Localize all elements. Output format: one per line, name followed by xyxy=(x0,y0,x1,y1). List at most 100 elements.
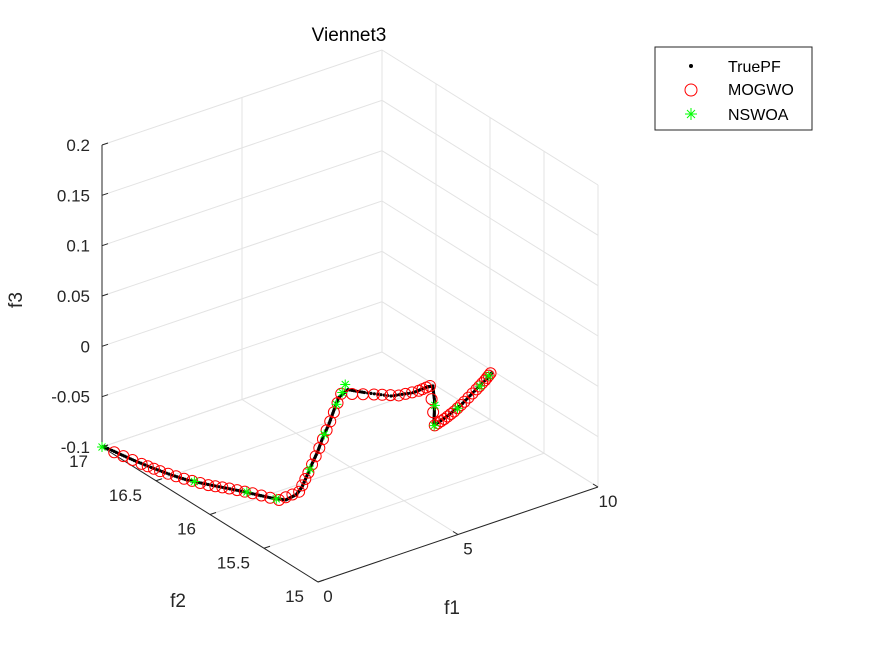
nswoa-stroke xyxy=(272,494,281,503)
nswoa-stroke xyxy=(190,477,199,486)
nswoa-point xyxy=(340,379,351,390)
mogwo-point xyxy=(466,387,479,400)
mogwo-point xyxy=(392,389,405,402)
x-tick-label: 5 xyxy=(463,540,472,559)
legend-box xyxy=(654,46,813,131)
z-tick-mark xyxy=(101,142,109,146)
y-tick-mark xyxy=(155,478,163,482)
mogwo-point xyxy=(279,491,292,504)
z-tick-label: 0.2 xyxy=(66,136,90,155)
z-tick-mark xyxy=(101,243,109,247)
y-tick-mark xyxy=(209,512,217,515)
z-tick-mark xyxy=(101,394,109,398)
series-nswoa xyxy=(97,370,494,504)
nswoa-point xyxy=(429,400,440,411)
x-axis-label: f1 xyxy=(444,598,460,619)
nswoa-stroke xyxy=(332,400,341,409)
grid-line xyxy=(101,49,383,146)
grid-line xyxy=(155,385,437,482)
nswoa-stroke xyxy=(430,401,439,410)
legend-label-truepf: TruePF xyxy=(728,59,781,76)
legend-marker-nswoa-d xyxy=(686,109,696,119)
z-tick-mark xyxy=(101,293,109,297)
grid-line xyxy=(381,150,599,287)
z-tick-label: 0.1 xyxy=(66,237,90,256)
truepf-point xyxy=(400,392,404,396)
mogwo-point xyxy=(376,388,389,401)
mogwo-point xyxy=(178,472,191,485)
x-tick-labels: 0 5 10 xyxy=(323,492,617,606)
mogwo-point xyxy=(451,402,464,415)
grid-line xyxy=(381,49,599,186)
y-tick-label: 15.5 xyxy=(217,553,250,572)
nswoa-point xyxy=(474,381,485,392)
legend-marker-mogwo xyxy=(684,83,698,97)
nswoa-point xyxy=(241,487,252,498)
mogwo-point xyxy=(299,472,312,485)
mogwo-point xyxy=(313,442,326,455)
nswoa-stroke xyxy=(484,372,493,380)
grid-line xyxy=(101,150,383,247)
mogwo-point xyxy=(384,389,397,402)
y-axis-label: f2 xyxy=(170,591,186,612)
truepf-point xyxy=(362,390,366,395)
y-tick-label: 17 xyxy=(69,452,88,471)
nswoa-stroke xyxy=(242,488,251,496)
mogwo-point xyxy=(141,460,154,473)
nswoa-point xyxy=(452,403,463,414)
mogwo-point xyxy=(309,450,322,463)
nswoa-point xyxy=(483,370,494,381)
y-tick-label: 16.5 xyxy=(109,486,142,505)
mogwo-point xyxy=(162,467,175,480)
chart-title: Viennet3 xyxy=(312,25,387,46)
x-tick-mark xyxy=(592,483,599,488)
y-tick-label: 15 xyxy=(285,587,304,606)
z-tick-label: 0 xyxy=(81,337,90,356)
mogwo-point xyxy=(367,388,380,401)
nswoa-stroke xyxy=(453,404,462,413)
grid-line xyxy=(101,200,383,297)
nswoa-point xyxy=(189,476,200,487)
legend-label-mogwo: MOGWO xyxy=(728,82,794,99)
mogwo-point xyxy=(448,405,461,418)
grid-line xyxy=(381,301,599,438)
grid-line xyxy=(209,419,491,515)
mogwo-point xyxy=(296,479,309,492)
mogwo-point xyxy=(216,481,229,494)
nswoa-stroke xyxy=(306,465,314,473)
mogwo-point xyxy=(223,482,236,495)
grid-line xyxy=(263,452,545,549)
mogwo-point xyxy=(306,458,319,471)
z-tick-mark xyxy=(101,343,109,347)
x-tick-mark xyxy=(452,531,459,535)
mogwo-point xyxy=(454,399,467,412)
mogwo-point xyxy=(482,369,495,382)
legend-marker-truepf xyxy=(689,64,693,68)
mogwo-point xyxy=(435,415,448,428)
mogwo-point xyxy=(154,465,167,478)
axes-frame xyxy=(101,142,599,583)
x-tick-mark xyxy=(312,578,319,583)
y-tick-mark xyxy=(317,579,325,583)
mogwo-point xyxy=(286,488,299,501)
nswoa-stroke xyxy=(476,382,484,390)
grid-line xyxy=(381,250,599,387)
mogwo-point xyxy=(484,367,497,380)
legend-entry-truepf: TruePF xyxy=(689,59,781,76)
nswoa-stroke xyxy=(338,388,347,397)
legend-entry-nswoa xyxy=(685,108,697,120)
mogwo-point xyxy=(320,424,333,437)
mogwo-point xyxy=(255,489,268,502)
mogwo-point xyxy=(147,462,160,475)
grid-line xyxy=(381,99,599,236)
nswoa-point xyxy=(337,387,348,398)
grid-line xyxy=(101,99,383,196)
nswoa-stroke xyxy=(320,430,329,439)
mogwo-point xyxy=(399,387,412,400)
grid-line xyxy=(101,351,383,448)
nswoa-stroke xyxy=(430,421,439,430)
mogwo-point xyxy=(462,391,475,404)
x-tick-label: 10 xyxy=(599,492,618,511)
nswoa-point xyxy=(271,493,282,504)
truepf-point xyxy=(389,394,393,398)
